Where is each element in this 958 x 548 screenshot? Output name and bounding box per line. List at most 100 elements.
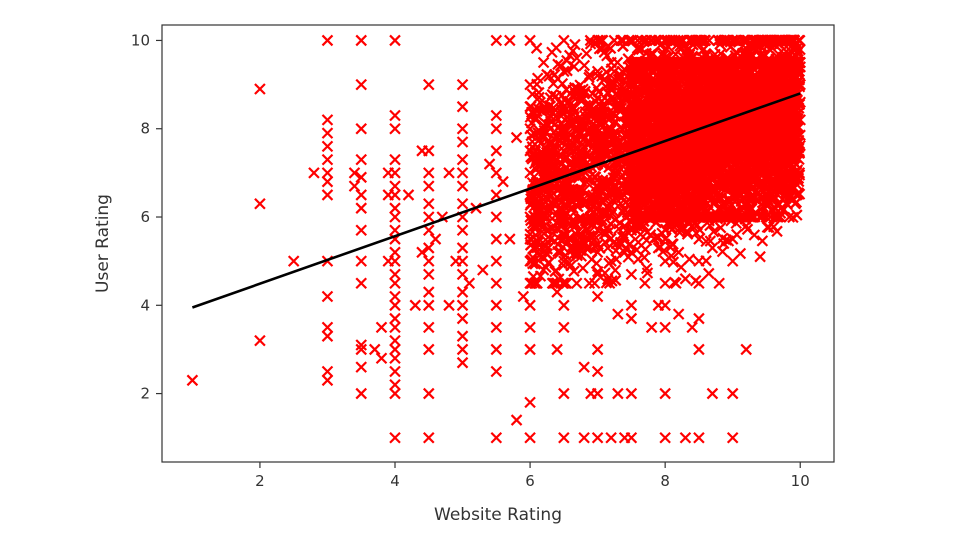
data-point	[669, 211, 682, 223]
data-point	[626, 79, 638, 91]
data-point	[681, 228, 694, 240]
data-point	[787, 56, 799, 69]
data-point	[585, 193, 597, 206]
data-point	[672, 34, 684, 47]
data-point	[577, 235, 590, 247]
data-point	[524, 214, 537, 227]
data-point	[609, 214, 622, 226]
data-point	[783, 181, 796, 193]
data-point	[649, 60, 661, 73]
data-point	[715, 129, 727, 141]
data-point	[783, 147, 795, 159]
data-point	[663, 68, 676, 80]
data-point	[792, 45, 804, 58]
data-point	[651, 97, 663, 109]
data-point	[648, 211, 660, 223]
data-point	[556, 126, 569, 138]
data-point	[707, 56, 720, 69]
data-point	[655, 87, 668, 100]
data-point	[773, 149, 786, 161]
data-point	[683, 81, 695, 94]
data-point	[666, 177, 679, 189]
data-point	[714, 221, 727, 234]
data-point	[631, 56, 643, 69]
data-point	[568, 60, 580, 73]
data-point	[579, 120, 591, 132]
data-point	[591, 265, 604, 278]
data-point	[563, 49, 576, 62]
data-point	[745, 92, 757, 104]
data-point	[709, 144, 722, 157]
data-point	[668, 94, 680, 107]
data-point	[568, 265, 580, 277]
data-point	[588, 277, 601, 290]
data-point	[637, 154, 650, 167]
data-point	[776, 156, 789, 169]
data-point	[757, 34, 769, 47]
data-point	[595, 106, 607, 118]
data-point	[684, 56, 697, 69]
data-point	[578, 59, 591, 72]
data-point	[610, 87, 623, 100]
data-point	[609, 264, 622, 277]
data-point	[576, 113, 588, 125]
data-point	[541, 103, 554, 116]
data-point	[542, 193, 555, 205]
data-point	[615, 238, 627, 251]
data-point	[536, 161, 549, 174]
data-point	[682, 196, 694, 208]
data-point	[748, 229, 761, 241]
data-point	[790, 131, 803, 143]
data-point	[632, 44, 645, 56]
data-point	[533, 91, 545, 104]
data-point	[721, 86, 734, 98]
data-point	[604, 175, 617, 188]
data-point	[711, 93, 724, 106]
data-point	[632, 95, 645, 108]
data-point	[722, 34, 734, 47]
data-point	[745, 37, 758, 50]
data-point	[624, 238, 636, 250]
data-point	[762, 185, 774, 198]
data-point	[584, 38, 597, 50]
data-point	[790, 37, 802, 49]
data-point	[579, 132, 592, 144]
data-point	[791, 122, 803, 134]
data-point	[559, 134, 571, 146]
data-point	[772, 171, 784, 183]
data-point	[681, 144, 693, 156]
data-point	[782, 127, 795, 139]
data-point	[577, 262, 589, 274]
data-point	[735, 81, 748, 94]
data-point	[699, 91, 712, 104]
data-point	[776, 115, 788, 127]
data-point	[639, 243, 652, 256]
data-point	[703, 190, 715, 203]
data-point	[756, 211, 768, 223]
data-point	[754, 250, 766, 263]
data-point	[575, 244, 587, 257]
data-point	[600, 201, 613, 213]
data-point	[629, 78, 642, 91]
data-point	[782, 144, 795, 157]
data-point	[669, 34, 681, 47]
data-point	[616, 34, 628, 47]
data-point	[601, 110, 614, 123]
data-point	[639, 173, 651, 185]
data-point	[544, 109, 556, 122]
data-point	[635, 34, 648, 47]
data-point	[638, 193, 651, 205]
data-point	[662, 160, 675, 172]
data-point	[694, 224, 706, 236]
data-point	[552, 223, 565, 235]
data-point	[657, 47, 670, 59]
data-point	[598, 46, 611, 58]
data-point	[677, 71, 689, 84]
data-point	[704, 235, 717, 247]
data-point	[670, 147, 683, 160]
data-point	[704, 211, 716, 223]
data-point	[544, 136, 556, 148]
data-point	[556, 77, 569, 90]
data-point	[707, 226, 720, 238]
